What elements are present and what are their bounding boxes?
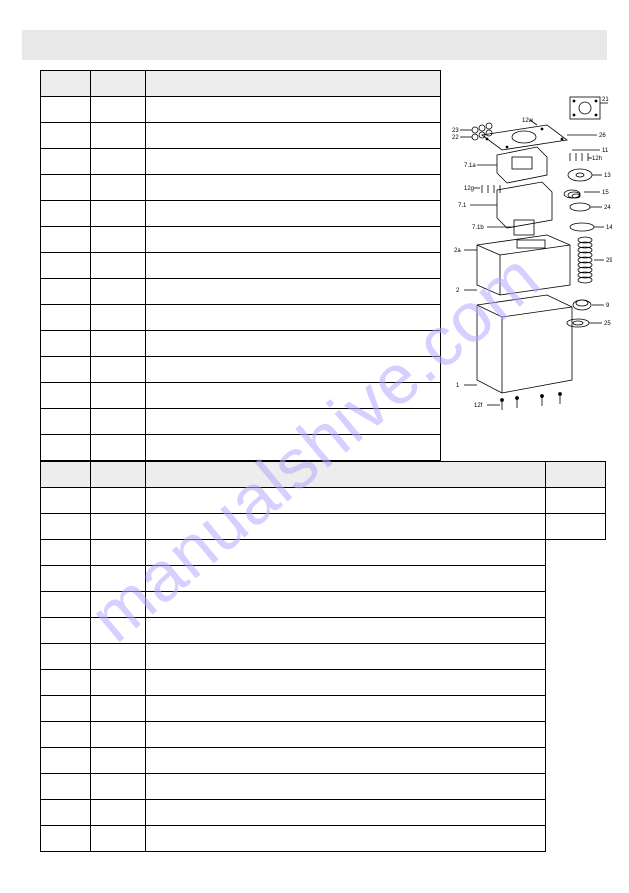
- table-row: [41, 435, 441, 461]
- table-row: [41, 357, 441, 383]
- callout-label: 13: [604, 173, 611, 179]
- callout-label: 29: [606, 258, 612, 264]
- table-row: [41, 383, 441, 409]
- table-row: [41, 201, 441, 227]
- parts-table-lower: [40, 461, 606, 540]
- col-header: [41, 71, 91, 97]
- table-row: [41, 409, 441, 435]
- callout-label: 9: [606, 303, 610, 309]
- table-row: [41, 696, 546, 722]
- table-row: [41, 722, 546, 748]
- table-row: [41, 279, 441, 305]
- parts-table-lower-continued: [40, 539, 546, 852]
- callout-label: 25: [604, 321, 611, 327]
- callout-label: 2a: [454, 248, 461, 254]
- col-header: [91, 462, 146, 488]
- callout-label: 21: [602, 97, 609, 103]
- callout-label: 12f: [474, 403, 483, 409]
- col-header: [146, 71, 441, 97]
- parts-table-upper: [40, 70, 441, 461]
- callout-label: 7.1a: [464, 163, 476, 169]
- callout-label: 1: [456, 383, 460, 389]
- callout-label: 12g: [464, 186, 474, 192]
- callout-label: 22: [452, 135, 459, 141]
- table-row: [41, 644, 546, 670]
- table-row: [41, 566, 546, 592]
- callout-label: 14: [606, 225, 612, 231]
- table-row: [41, 175, 441, 201]
- callout-label: 12h: [592, 156, 602, 162]
- col-header: [41, 462, 91, 488]
- table-row: [41, 670, 546, 696]
- callout-label: 26: [599, 133, 606, 139]
- table-header-row: [41, 71, 441, 97]
- exploded-view-diagram: 21 26 11 23 22 12w 12h 7.1a 13 12g 15: [452, 95, 612, 425]
- table-row: [41, 488, 606, 514]
- table-row: [41, 592, 546, 618]
- table-row: [41, 305, 441, 331]
- table-row: [41, 800, 546, 826]
- table-row: [41, 149, 441, 175]
- table-row: [41, 774, 546, 800]
- callout-label: 15: [602, 190, 609, 196]
- callout-label: 7.1b: [472, 225, 484, 231]
- callout-label: 23: [452, 128, 459, 134]
- table-row: [41, 123, 441, 149]
- callout-label: 2: [456, 288, 460, 294]
- callout-label: 11: [602, 148, 609, 154]
- table-row: [41, 97, 441, 123]
- table-header-row: [41, 462, 606, 488]
- table-row: [41, 227, 441, 253]
- table-row: [41, 331, 441, 357]
- table-row: [41, 826, 546, 852]
- col-header: [146, 462, 546, 488]
- callout-label: 7.1: [458, 203, 467, 209]
- table-row: [41, 618, 546, 644]
- table-row: [41, 253, 441, 279]
- col-header: [546, 462, 606, 488]
- header-bar: [22, 30, 607, 60]
- callout-label: 24: [604, 205, 611, 211]
- col-header: [91, 71, 146, 97]
- table-row: [41, 514, 606, 540]
- table-row: [41, 748, 546, 774]
- table-row: [41, 540, 546, 566]
